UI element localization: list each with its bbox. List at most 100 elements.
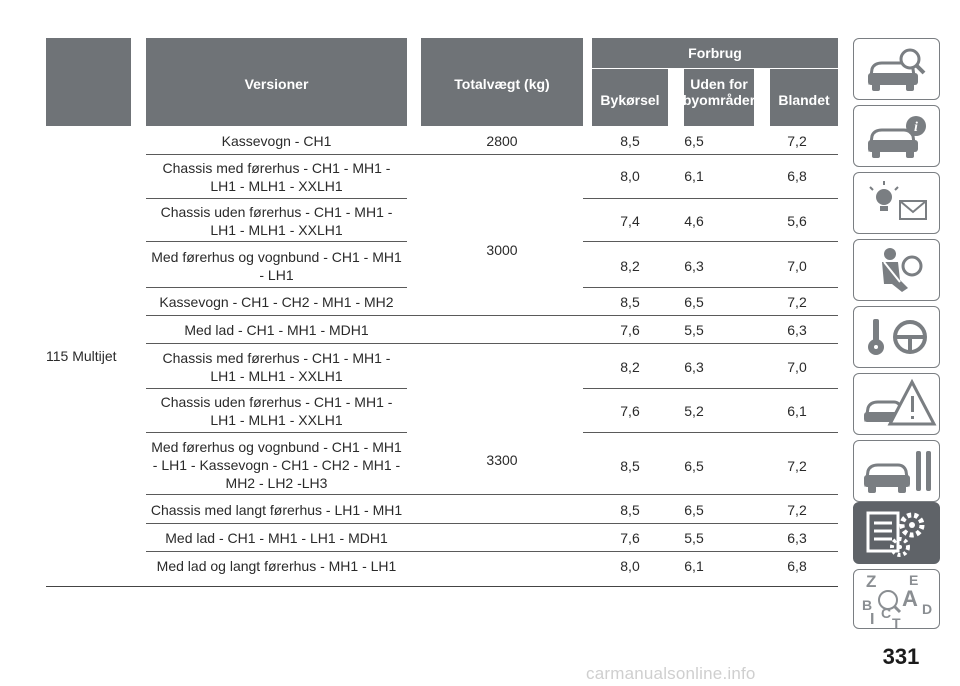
combined-value: 5,6: [787, 213, 807, 229]
extra-urban-value: 6,3: [684, 258, 704, 274]
header-consumption: Forbrug: [592, 38, 838, 68]
index-letter: T: [892, 615, 901, 630]
urban-value: 7,6: [620, 403, 640, 419]
combined-value: 6,8: [787, 168, 807, 184]
version-line: Kassevogn - CH1 - CH2 - MH1 - MH2: [159, 294, 394, 310]
extra-urban-value: 6,5: [684, 294, 704, 310]
version-cell: Med lad og langt førerhus - MH1 - LH1: [146, 557, 407, 575]
extra-urban-value: 6,5: [684, 502, 704, 518]
version-cell: Med lad - CH1 - MH1 - LH1 - MDH1: [146, 529, 407, 547]
row-divider: [146, 388, 407, 389]
model-name: 115 Multijet: [46, 348, 117, 364]
version-line: LH1 - MLH1 - XXLH1: [210, 222, 343, 238]
index-letter: E: [909, 572, 918, 588]
header-total-weight: Totalvægt (kg): [421, 38, 583, 126]
header-urban-label: Bykørsel: [600, 92, 660, 108]
tab-seatbelt-airbag[interactable]: [853, 239, 940, 301]
version-cell: Med lad - CH1 - MH1 - MDH1: [146, 321, 407, 339]
index-letter: D: [922, 601, 932, 617]
version-line: Chassis med langt førerhus - LH1 - MH1: [150, 502, 403, 518]
index-letter: Z: [866, 572, 876, 591]
urban-value: 8,5: [620, 502, 640, 518]
watermark: carmanualsonline.info: [586, 664, 756, 683]
extra-urban-value: 6,3: [684, 359, 704, 375]
key-steering-wheel-icon: [868, 319, 927, 355]
header-consumption-label: Forbrug: [688, 45, 742, 61]
svg-text:i: i: [914, 120, 918, 135]
row-divider: [583, 388, 838, 389]
row-divider: [146, 343, 838, 344]
car-tools-icon: [864, 451, 931, 493]
row-divider: [146, 494, 838, 495]
header-extra-urban-label-2: byområder: [682, 92, 756, 108]
version-line: Chassis med førerhus - CH1 - MH1 -: [162, 160, 391, 176]
row-divider: [146, 315, 838, 316]
version-cell: Med førerhus og vognbund - CH1 - MH1 - L…: [146, 438, 407, 492]
row-divider: [583, 198, 838, 199]
version-line: LH1 - MLH1 - XXLH1: [210, 368, 343, 384]
weight-3000: 3000: [486, 242, 518, 258]
header-model-column: [46, 38, 131, 126]
version-line: Med førerhus og vognbund - CH1 - MH1: [151, 249, 402, 265]
version-line: LH1 - MLH1 - XXLH1: [210, 412, 343, 428]
header-combined-label: Blandet: [778, 92, 830, 108]
combined-value: 7,2: [787, 133, 807, 149]
row-divider: [146, 551, 838, 552]
version-cell: Chassis med førerhus - CH1 - MH1 - LH1 -…: [146, 349, 407, 385]
version-line: Med lad - CH1 - MH1 - MDH1: [184, 322, 369, 338]
header-combined: Blandet: [770, 69, 838, 126]
combined-value: 6,3: [787, 530, 807, 546]
weight-3300: 3300: [486, 452, 518, 468]
tab-alphabetical-index[interactable]: Z E B A I C D T: [853, 569, 940, 630]
version-cell: Kassevogn - CH1: [146, 132, 407, 150]
header-versions-label: Versioner: [244, 76, 309, 92]
tab-key-steering-wheel[interactable]: [853, 306, 940, 368]
urban-value: 8,0: [620, 558, 640, 574]
urban-value: 8,5: [620, 458, 640, 474]
tab-warning-lights[interactable]: [853, 172, 940, 234]
version-line: - LH1: [259, 267, 294, 283]
row-divider: [146, 287, 407, 288]
index-letter: B: [862, 597, 872, 613]
header-extra-urban-label-1: Uden for: [690, 76, 748, 92]
combined-value: 7,2: [787, 458, 807, 474]
tab-car-info[interactable]: i: [853, 105, 940, 167]
version-cell: Chassis uden førerhus - CH1 - MH1 - LH1 …: [146, 393, 407, 429]
tab-car-magnifier[interactable]: [853, 38, 940, 100]
combined-value: 6,8: [787, 558, 807, 574]
version-line: Med lad - CH1 - MH1 - LH1 - MDH1: [165, 530, 388, 546]
version-line: Med førerhus og vognbund - CH1 - MH1: [151, 439, 402, 455]
version-cell: Chassis med førerhus - CH1 - MH1 - LH1 -…: [146, 159, 407, 195]
version-cell: Kassevogn - CH1 - CH2 - MH1 - MH2: [146, 293, 407, 311]
header-extra-urban: Uden for byområder: [683, 69, 755, 126]
tab-technical-data[interactable]: [853, 502, 940, 564]
extra-urban-value: 6,1: [684, 558, 704, 574]
urban-value: 8,5: [620, 294, 640, 310]
tab-car-warning-triangle[interactable]: [853, 373, 940, 435]
version-line: LH1 - MLH1 - XXLH1: [210, 178, 343, 194]
version-line: Chassis med førerhus - CH1 - MH1 -: [162, 350, 391, 366]
combined-value: 7,2: [787, 502, 807, 518]
version-line: Chassis uden førerhus - CH1 - MH1 -: [160, 394, 393, 410]
warning-lights-icon: [869, 181, 927, 220]
row-divider: [146, 432, 407, 433]
row-divider: [146, 154, 838, 155]
extra-urban-value: 6,5: [684, 133, 704, 149]
extra-urban-value: 4,6: [684, 213, 704, 229]
header-total-weight-label: Totalvægt (kg): [454, 76, 550, 92]
version-line: MH2 - LH2 -LH3: [225, 475, 328, 491]
row-divider: [146, 198, 407, 199]
row-divider: [583, 241, 838, 242]
extra-urban-value: 5,5: [684, 322, 704, 338]
header-versions: Versioner: [146, 38, 407, 126]
urban-value: 8,2: [620, 359, 640, 375]
tab-car-tools[interactable]: [853, 440, 940, 502]
car-info-icon: i: [868, 116, 926, 158]
combined-value: 7,0: [787, 258, 807, 274]
car-warning-triangle-icon: [864, 378, 937, 426]
urban-value: 8,0: [620, 168, 640, 184]
index-letter: I: [870, 611, 874, 628]
urban-value: 7,6: [620, 530, 640, 546]
urban-value: 8,2: [620, 258, 640, 274]
urban-value: 7,6: [620, 322, 640, 338]
